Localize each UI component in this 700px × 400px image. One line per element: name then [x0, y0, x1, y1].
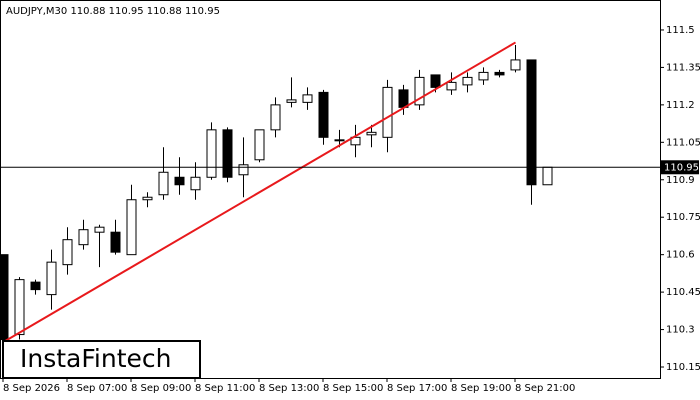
x-tick-label: 8 Sep 21:00 [515, 383, 575, 394]
candle-body [158, 171, 169, 196]
y-tick-label: 111.2 [666, 100, 695, 111]
candle-body [30, 281, 41, 291]
candle-body [526, 59, 537, 186]
candle-body [46, 261, 57, 296]
y-tick-label: 111.35 [666, 62, 700, 73]
candle-body [238, 164, 249, 176]
candle-body [414, 76, 425, 106]
logo-box [2, 340, 201, 379]
candle-body [110, 231, 121, 253]
y-tick-label: 110.6 [666, 250, 695, 261]
x-tick-label: 8 Sep 2026 [3, 383, 60, 394]
y-tick-label: 110.75 [666, 212, 700, 223]
x-tick-label: 8 Sep 17:00 [387, 383, 447, 394]
candle-body [366, 131, 377, 136]
logo: InstaFintech [20, 344, 172, 373]
candle-body [446, 81, 457, 91]
candle-body [430, 74, 441, 88]
candle-body [350, 136, 361, 146]
candle-body [206, 129, 217, 178]
candle-body [510, 59, 521, 71]
price-label: 110.95 [664, 162, 699, 173]
candle-body [222, 129, 233, 178]
x-tick-label: 8 Sep 13:00 [259, 383, 319, 394]
y-tick-label: 110.9 [666, 175, 695, 186]
trend-line [2, 41, 517, 343]
plot-frame [0, 0, 661, 379]
candle-body [382, 86, 393, 138]
candle-body [142, 196, 153, 201]
candle-body [398, 89, 409, 108]
chart-title: AUDJPY,M30 110.88 110.95 110.88 110.95 [6, 6, 220, 17]
candle-body [14, 279, 25, 336]
candle-body [270, 104, 281, 131]
candle-body [286, 99, 297, 103]
x-tick-label: 8 Sep 19:00 [451, 383, 511, 394]
candle-body [462, 76, 473, 86]
x-tick-label: 8 Sep 09:00 [131, 383, 191, 394]
x-tick-label: 8 Sep 07:00 [67, 383, 127, 394]
candle-body [78, 229, 89, 246]
y-tick-label: 111.05 [666, 137, 700, 148]
candle-body [94, 226, 105, 233]
x-tick-label: 8 Sep 11:00 [195, 383, 255, 394]
y-tick-label: 110.3 [666, 325, 695, 336]
candle-body [174, 176, 185, 186]
candle-body [0, 254, 9, 341]
candle-body [302, 94, 313, 103]
y-tick-label: 110.15 [666, 362, 700, 373]
candle-body [254, 129, 265, 161]
price-label-box [661, 160, 699, 175]
candle-body [478, 71, 489, 81]
candle-body [334, 139, 345, 142]
candle-body [126, 199, 137, 256]
candle-body [318, 91, 329, 138]
x-tick-label: 8 Sep 15:00 [323, 383, 383, 394]
y-tick-label: 110.45 [666, 287, 700, 298]
candle-body [542, 166, 553, 186]
y-tick-label: 111.5 [666, 25, 695, 36]
candle-body [494, 71, 505, 76]
candle-body [190, 176, 201, 191]
candle-body [62, 239, 73, 266]
